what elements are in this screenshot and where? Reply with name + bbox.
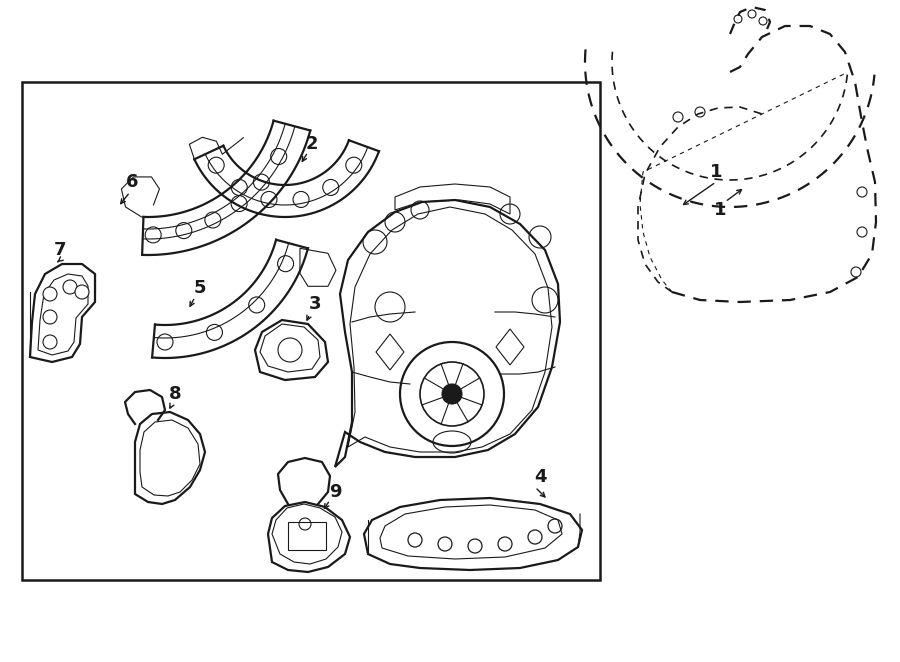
- Bar: [288, 522, 326, 550]
- Circle shape: [43, 310, 57, 324]
- Circle shape: [205, 212, 220, 228]
- Circle shape: [261, 191, 277, 207]
- Circle shape: [346, 157, 362, 173]
- Circle shape: [248, 297, 265, 313]
- Circle shape: [206, 324, 222, 340]
- Text: 2: 2: [306, 135, 319, 153]
- Text: 1: 1: [714, 201, 726, 219]
- Circle shape: [442, 384, 462, 404]
- Circle shape: [293, 191, 309, 207]
- Text: 4: 4: [534, 468, 546, 486]
- Circle shape: [254, 174, 269, 190]
- Text: 9: 9: [328, 483, 341, 501]
- Circle shape: [145, 227, 161, 243]
- Circle shape: [277, 256, 293, 271]
- Text: 8: 8: [168, 385, 181, 403]
- Circle shape: [157, 334, 173, 350]
- Text: 1: 1: [710, 163, 722, 181]
- Bar: [22, 82, 600, 580]
- Text: 6: 6: [126, 173, 139, 191]
- Circle shape: [208, 157, 224, 173]
- Circle shape: [43, 335, 57, 349]
- Circle shape: [323, 179, 338, 195]
- Text: 7: 7: [54, 241, 67, 259]
- Circle shape: [176, 222, 192, 238]
- Text: 3: 3: [309, 295, 321, 313]
- Circle shape: [231, 196, 248, 212]
- Circle shape: [75, 285, 89, 299]
- Circle shape: [43, 287, 57, 301]
- Text: 5: 5: [194, 279, 206, 297]
- Circle shape: [271, 148, 287, 164]
- Circle shape: [231, 179, 248, 195]
- Circle shape: [63, 280, 77, 294]
